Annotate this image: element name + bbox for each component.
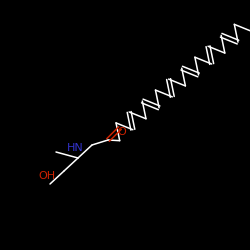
Text: OH: OH bbox=[38, 171, 56, 181]
Text: O: O bbox=[118, 127, 126, 137]
Text: HN: HN bbox=[66, 143, 84, 153]
